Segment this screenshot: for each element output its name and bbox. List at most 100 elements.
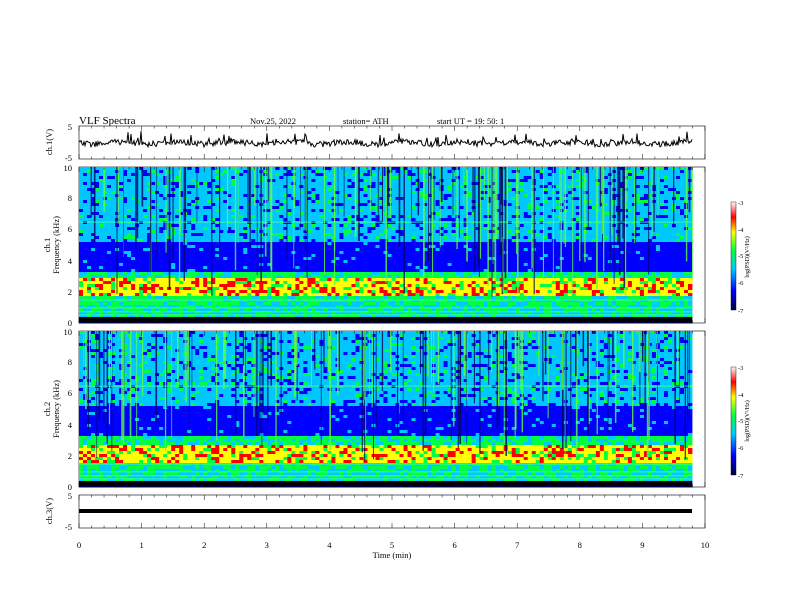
spectrogram-cell xyxy=(467,242,473,246)
spectrogram-cell xyxy=(427,185,432,189)
spectrogram-cell xyxy=(111,221,116,225)
spectrogram-cell xyxy=(87,257,92,261)
spectrogram-cell xyxy=(235,215,240,219)
spectrogram-cell xyxy=(443,194,448,198)
spectrogram-cell xyxy=(267,185,272,189)
spectrogram-cell xyxy=(391,245,396,249)
spectrogram-cell xyxy=(667,248,673,252)
spectrogram-cell xyxy=(319,212,324,216)
spectrogram-cell xyxy=(471,185,477,189)
spectrogram-cell xyxy=(567,188,573,192)
spectrogram-cell xyxy=(83,212,88,216)
spectrogram-cell xyxy=(283,242,288,246)
spectrogram-cell xyxy=(331,230,336,234)
spectrogram-cell xyxy=(435,254,440,258)
spectrogram-cell xyxy=(371,242,376,246)
spectrogram-cell xyxy=(467,221,473,225)
spectrogram-cell xyxy=(103,224,108,228)
spectrogram-cell xyxy=(483,260,489,264)
spectrogram-cell xyxy=(231,242,236,246)
spectrogram-cell xyxy=(327,179,332,183)
spectrogram-cell xyxy=(355,263,360,267)
spectrogram-cell xyxy=(311,167,316,171)
spectrogram-cell xyxy=(523,188,529,192)
spectrogram-cell xyxy=(123,233,128,237)
spectrogram-cell xyxy=(199,176,204,180)
spectrogram-cell xyxy=(655,242,661,246)
spectrogram-cell xyxy=(419,182,424,186)
spectrogram-cell xyxy=(163,206,168,210)
spectrogram-cell xyxy=(271,230,276,234)
spectrogram-cell xyxy=(431,200,436,204)
spectrogram-cell xyxy=(427,200,432,204)
spectrogram-cell xyxy=(87,242,92,246)
spectrogram-cell xyxy=(87,239,92,243)
spectrogram-cell xyxy=(387,251,392,255)
spectrogram-cell xyxy=(287,260,292,264)
spectrogram-cell xyxy=(431,239,436,243)
spectrogram-cell xyxy=(475,224,481,228)
spectrogram-cell xyxy=(283,224,288,228)
spectrogram-cell xyxy=(527,245,533,249)
spectrogram-cell xyxy=(507,179,513,183)
spectrogram-cell xyxy=(599,248,605,252)
spectrogram-cell xyxy=(519,221,525,225)
spectrogram-cell xyxy=(239,173,244,177)
spectrogram-cell xyxy=(363,176,368,180)
spectrogram-cell xyxy=(303,236,308,240)
spectrogram-cell xyxy=(367,173,372,177)
spectrogram-cell xyxy=(143,176,148,180)
spectrogram-cell xyxy=(451,239,457,243)
spectrogram-cell xyxy=(511,194,517,198)
spectrogram-cell xyxy=(299,212,304,216)
spectrogram-cell xyxy=(359,212,364,216)
spectrogram-cell xyxy=(99,212,104,216)
spectrogram-cell xyxy=(583,224,589,228)
spectrogram-cell xyxy=(107,236,112,240)
spectrogram-cell xyxy=(355,242,360,246)
spectrogram-cell xyxy=(551,182,557,186)
spectrogram-cell xyxy=(307,236,312,240)
spectrogram-cell xyxy=(351,242,356,246)
spectrogram-cell xyxy=(411,185,416,189)
spectrogram-cell xyxy=(595,176,601,180)
spectrogram-cell xyxy=(523,224,529,228)
spectrogram-cell xyxy=(87,218,92,222)
spectrogram-cell xyxy=(407,251,412,255)
spectrogram-cell xyxy=(371,227,376,231)
spectrogram-cell xyxy=(275,185,280,189)
spectrogram-cell xyxy=(163,185,168,189)
spectrogram-cell xyxy=(635,209,641,213)
spectrogram-cell xyxy=(187,212,192,216)
spectrogram-cell xyxy=(279,248,284,252)
spectrogram-cell xyxy=(371,203,376,207)
spectrogram-cell xyxy=(479,257,485,261)
spectrogram-cell xyxy=(131,203,136,207)
spectrogram-cell xyxy=(147,200,152,204)
spectrogram-cell xyxy=(103,263,108,267)
spectrogram-cell xyxy=(311,170,316,174)
spectrogram-cell xyxy=(359,245,364,249)
spectrogram-cell xyxy=(359,260,364,264)
spectrogram-cell xyxy=(339,254,344,258)
spectrogram-cell xyxy=(279,242,284,246)
spectrogram-cell xyxy=(591,242,597,246)
spectrogram-cell xyxy=(195,185,200,189)
spectrogram-cell xyxy=(119,260,124,264)
spectrogram-cell xyxy=(579,173,585,177)
spectrogram-cell xyxy=(107,221,112,225)
spectrogram-cell xyxy=(95,170,100,174)
spectrogram-cell xyxy=(471,167,477,171)
spectrogram-cell xyxy=(447,230,453,234)
spectrogram-cell xyxy=(211,188,216,192)
spectrogram-cell xyxy=(307,170,312,174)
spectrogram-cell xyxy=(355,194,360,198)
spectrogram-cell xyxy=(335,200,340,204)
spectrogram-cell xyxy=(643,257,649,261)
spectrogram-cell xyxy=(687,227,693,231)
spectrogram-cell xyxy=(147,245,152,249)
spectrogram-cell xyxy=(231,200,236,204)
spectrogram-cell xyxy=(567,254,573,258)
spectrogram-cell xyxy=(447,221,453,225)
spectrogram-cell xyxy=(655,218,661,222)
